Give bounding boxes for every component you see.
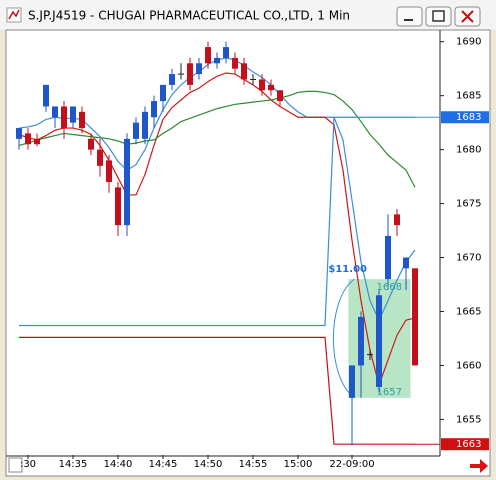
- measure-arc: [333, 278, 355, 399]
- candle-body: [160, 84, 166, 102]
- candle-body: [43, 84, 49, 107]
- candle-body: [61, 106, 67, 129]
- candle-body: [88, 138, 94, 150]
- line-series: [18, 72, 416, 387]
- y-tick-label: 1665: [456, 306, 481, 317]
- minimize-button[interactable]: [396, 6, 423, 27]
- price-tag: 1663: [456, 439, 481, 450]
- candle-body: [79, 111, 85, 129]
- candle-body: [259, 79, 265, 91]
- price-tag: 1683: [456, 112, 481, 123]
- candle-body: [205, 47, 211, 64]
- x-tick-label: 15:00: [284, 459, 313, 470]
- y-tick-label: 1660: [456, 360, 481, 371]
- y-tick-label: 1690: [456, 37, 481, 48]
- candle-body: [16, 128, 22, 139]
- scroll-left-button[interactable]: [8, 457, 23, 473]
- candle-body: [52, 106, 58, 118]
- candle-body: [241, 63, 247, 80]
- x-tick-label: 14:45: [149, 459, 178, 470]
- x-tick-label: 14:55: [239, 459, 268, 470]
- candle-body: [277, 90, 283, 102]
- candle-body: [358, 316, 364, 366]
- close-button[interactable]: [454, 6, 481, 27]
- candle-body: [232, 57, 238, 69]
- y-tick-label: 1655: [456, 414, 481, 425]
- candle-body: [403, 257, 409, 269]
- price-tag-bg: [441, 111, 489, 124]
- x-tick-label: 14:50: [194, 459, 223, 470]
- scroll-right-arrow[interactable]: [470, 459, 488, 473]
- line-series: [19, 336, 415, 445]
- candle-body: [223, 47, 229, 58]
- y-tick-label: 1680: [456, 145, 481, 156]
- maximize-button[interactable]: [425, 6, 452, 27]
- candle-body: [196, 63, 202, 75]
- candle-body: [214, 57, 220, 64]
- line-series: [18, 90, 416, 188]
- candle-body: [376, 295, 382, 388]
- price-tag-bg: [441, 438, 489, 451]
- y-tick-label: 1675: [456, 199, 481, 210]
- candle-body: [349, 365, 355, 398]
- measure-low-label: 1657: [377, 387, 402, 398]
- chart-panel: [5, 29, 491, 477]
- window-title: S.JP.J4519 - CHUGAI PHARMACEUTICAL CO.,L…: [28, 9, 350, 23]
- candle-body: [412, 268, 418, 366]
- candle-body: [187, 63, 193, 85]
- x-tick-label: :30: [20, 459, 36, 470]
- candle-body: [124, 138, 130, 226]
- candle-body: [106, 160, 112, 182]
- candle-body: [25, 133, 31, 145]
- window-icon: [6, 7, 22, 23]
- x-tick-label: 14:35: [59, 459, 88, 470]
- candle-body: [394, 214, 400, 226]
- candle-body: [34, 138, 40, 145]
- candle-body: [115, 187, 121, 226]
- candle-body: [142, 111, 148, 139]
- y-tick-label: 1670: [456, 253, 481, 264]
- candle-body: [151, 101, 157, 118]
- x-tick-label: 14:40: [104, 459, 133, 470]
- y-tick-label: 1685: [456, 91, 481, 102]
- candle-body: [268, 84, 274, 91]
- measure-label: $11.00: [328, 264, 367, 275]
- candle-body: [385, 235, 391, 280]
- candle-body: [97, 149, 103, 166]
- candle-body: [133, 122, 139, 139]
- measure-high-label: 1668: [377, 282, 402, 293]
- x-tick-label: 22-09:00: [329, 459, 374, 470]
- candle-body: [70, 106, 76, 123]
- line-series: [19, 116, 415, 327]
- candle-body: [169, 74, 175, 85]
